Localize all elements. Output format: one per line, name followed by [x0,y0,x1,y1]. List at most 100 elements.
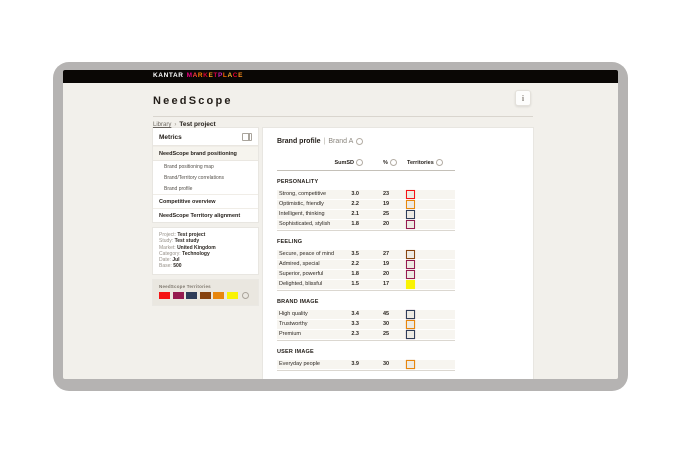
project-info-label: Project: [159,232,178,238]
table-row: Optimistic, friendly 2.2 19 [277,199,455,209]
project-info-label: Market: [159,244,178,251]
column-header-sumsd: SumSD [317,159,363,166]
logo-letter: T [213,72,218,80]
table-row: Superior, powerful 1.8 20 [277,269,455,279]
info-button[interactable]: i [515,90,531,106]
territory-cell-empty [407,310,414,318]
logo-letter: A [227,72,233,80]
table-row: Strong, competitive 3.0 23 [277,189,455,199]
row-label: Optimistic, friendly [279,201,324,207]
sidebar-item-needscope-brand-positioning[interactable]: NeedScope brand positioning [153,146,258,161]
sidebar-item-competitive-overview[interactable]: Competitive overview [153,194,258,208]
table-row: Trustworthy 3.3 30 [277,319,455,329]
table-column-headers: SumSD% Territories [277,159,519,168]
row-percent-value: 30 [383,361,390,367]
territory-cell-empty [407,220,414,228]
table-row: High quality 3.4 45 [277,309,455,319]
device-frame: KANTAR MARKETPLACE NeedScope i Library › … [53,62,628,391]
project-info-line: Study: Test study [159,238,252,244]
project-info-value: Jul [172,257,180,263]
column-header-territories: Territories [407,159,443,166]
row-label: Secure, peace of mind [279,251,335,257]
column-info-icon[interactable] [389,159,397,166]
row-label: Sophisticated, stylish [279,221,331,227]
row-label: Premium [279,331,302,337]
sidebar-item-brand-positioning-map[interactable]: Brand positioning map [164,163,214,170]
brand-name: Brand A [328,138,354,145]
sidebar-item-brand-profile[interactable]: Brand profile [164,185,193,192]
logo-letter: E [208,72,214,80]
row-label: Trustworthy [279,321,308,327]
row-percent-value: 25 [383,331,390,337]
territory-cell-empty [407,270,414,278]
row-percent-value: 17 [383,281,390,287]
section-header-user-image: USER IMAGE [277,349,314,355]
territory-cell-empty [407,320,414,328]
row-sumsd-value: 2.2 [351,201,359,207]
row-label: Superior, powerful [279,271,324,277]
page-title: NeedScope [153,95,233,107]
section-header-personality: PERSONALITY [277,179,319,185]
territory-cell-empty [407,360,414,368]
section-divider [277,340,455,341]
territory-cell-empty [407,250,414,258]
column-header-label: SumSD [334,159,354,166]
project-info-line: Category: Technology [159,251,252,257]
row-percent-value: 25 [383,211,390,217]
section-divider [277,230,455,231]
section-divider [277,370,455,371]
section-header-feeling: FEELING [277,239,303,245]
app-window: KANTAR MARKETPLACE NeedScope i Library › … [63,70,618,379]
project-info-line: Project: Test project [159,232,252,238]
report-name: Brand profile [277,138,321,145]
row-percent-value: 23 [383,191,390,197]
row-sumsd-value: 2.2 [351,261,359,267]
brand-profile-title: Brand profile | Brand A [277,138,519,145]
row-sumsd-value: 1.8 [351,271,359,277]
territories-swatch-row [159,291,252,299]
logo-letter: R [197,72,204,80]
logo-letter: L [222,72,228,80]
territory-swatch-brown [199,291,211,299]
row-label: Delighted, blissful [279,281,323,287]
collapse-panel-icon[interactable] [242,133,252,141]
row-percent-value: 45 [383,311,390,317]
brand-info-icon[interactable] [356,138,364,145]
metrics-title: Metrics [159,133,182,141]
row-percent-value: 30 [383,321,390,327]
sidebar-item-brand-territory-correlations[interactable]: Brand/Territory correlations [164,174,225,181]
territory-swatch-orange [213,291,224,299]
territory-swatch-maroon [172,291,184,299]
logo-marketplace: MARKETPLACE [187,72,243,80]
table-header-divider [277,170,455,171]
breadcrumb-library-link[interactable]: Library [153,122,172,128]
territory-swatch-yellow [226,291,238,299]
table-row: Admired, special 2.2 19 [277,259,455,269]
project-info-line: Base: 500 [159,263,252,269]
top-brand-bar: KANTAR MARKETPLACE [63,70,618,83]
table-row: Secure, peace of mind 3.5 27 [277,249,455,259]
sidebar-item-needscope-territory-alignment[interactable]: NeedScope Territory alignment [153,208,258,222]
territory-cell-yellow [405,279,416,289]
project-info-value: Technology [182,250,210,257]
territory-cell-empty [407,210,414,218]
row-label: Everyday people [279,361,320,367]
breadcrumb-current: Test project [179,121,216,128]
row-percent-value: 19 [383,201,390,207]
row-sumsd-value: 2.1 [351,211,359,217]
table-row: Everyday people 3.9 30 [277,359,455,369]
column-info-icon[interactable] [356,159,363,166]
section-divider [277,290,455,291]
row-label: High quality [279,311,308,317]
header-divider [153,116,533,117]
column-info-icon[interactable] [435,159,443,166]
territory-cell-empty [407,190,414,198]
project-info-line: Market: United Kingdom [159,245,252,251]
logo-letter: P [217,72,223,80]
row-sumsd-value: 3.4 [351,311,359,317]
project-info-line: Date: Jul [159,257,252,263]
project-info-value: United Kingdom [177,244,216,251]
territories-legend-title: NeedScope Territories [159,283,211,289]
territories-info-icon[interactable] [242,291,249,299]
table-row: Intelligent, thinking 2.1 25 [277,209,455,219]
